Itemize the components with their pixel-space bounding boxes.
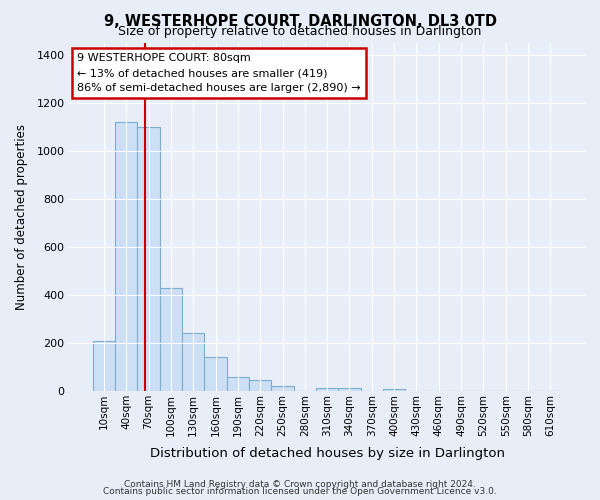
Text: Size of property relative to detached houses in Darlington: Size of property relative to detached ho… — [118, 25, 482, 38]
Text: 9 WESTERHOPE COURT: 80sqm
← 13% of detached houses are smaller (419)
86% of semi: 9 WESTERHOPE COURT: 80sqm ← 13% of detac… — [77, 53, 361, 94]
X-axis label: Distribution of detached houses by size in Darlington: Distribution of detached houses by size … — [149, 447, 505, 460]
Bar — [115, 122, 137, 391]
Bar — [160, 288, 182, 391]
Bar — [93, 340, 115, 391]
Y-axis label: Number of detached properties: Number of detached properties — [15, 124, 28, 310]
Text: 9, WESTERHOPE COURT, DARLINGTON, DL3 0TD: 9, WESTERHOPE COURT, DARLINGTON, DL3 0TD — [104, 14, 497, 29]
Bar — [249, 380, 271, 391]
Bar — [338, 388, 361, 391]
Bar — [271, 386, 293, 391]
Bar — [383, 388, 405, 391]
Bar — [205, 358, 227, 391]
Bar — [182, 334, 205, 391]
Bar — [137, 126, 160, 391]
Bar — [227, 376, 249, 391]
Bar — [316, 388, 338, 391]
Text: Contains HM Land Registry data © Crown copyright and database right 2024.: Contains HM Land Registry data © Crown c… — [124, 480, 476, 489]
Text: Contains public sector information licensed under the Open Government Licence v3: Contains public sector information licen… — [103, 487, 497, 496]
